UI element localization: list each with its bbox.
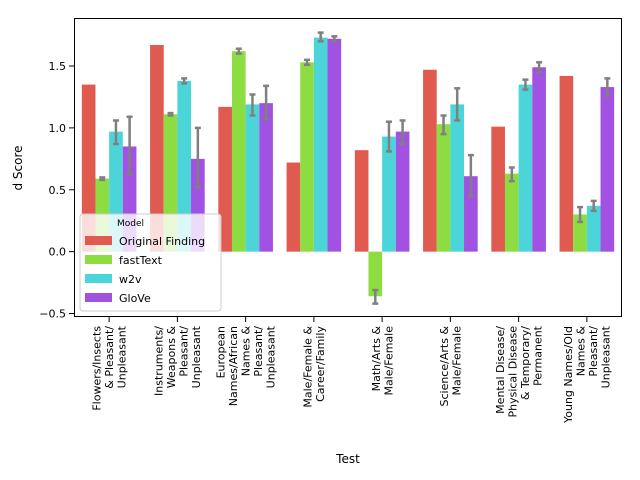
x-tick-label: Pleasant/	[252, 326, 265, 377]
y-axis: −0.5 0.0 0.5 1.0 1.5	[39, 60, 75, 321]
x-tick-label: Unpleasant	[600, 325, 613, 388]
x-tick-label: Names &	[575, 326, 588, 377]
bar	[450, 104, 465, 252]
x-tick-label: Unpleasant	[265, 325, 278, 388]
bar	[354, 150, 369, 252]
y-axis-label: d Score	[11, 145, 25, 190]
x-tick-label: Permanent	[531, 325, 544, 386]
x-tick-label: Male/Female	[451, 326, 464, 396]
y-tick-label: 1.0	[49, 122, 67, 135]
bar	[300, 62, 314, 252]
x-tick-label: Names &	[240, 326, 253, 377]
y-tick-label: 1.5	[49, 60, 67, 73]
bar	[81, 84, 96, 252]
legend-swatch	[85, 274, 112, 283]
legend-label: fastText	[119, 254, 163, 267]
bar	[436, 124, 451, 252]
x-tick-label: Male/Female &	[302, 326, 315, 408]
bar	[504, 173, 519, 252]
bar	[313, 37, 328, 252]
x-tick-label: Physical Disease	[506, 326, 519, 418]
bar	[559, 75, 574, 252]
x-tick-label: Young Names/Old	[562, 326, 575, 424]
bar	[286, 162, 301, 252]
y-tick-label: 0.5	[49, 184, 67, 197]
bar	[395, 131, 410, 252]
bar	[327, 38, 342, 252]
legend-label: Original Finding	[119, 235, 205, 248]
x-tick-label: Pleasant/	[178, 326, 191, 377]
legend: Model Original Finding fastText w2v GloVe	[79, 213, 222, 312]
y-tick-label: −0.5	[39, 308, 66, 321]
bar	[518, 84, 533, 252]
error-bars-layer	[99, 31, 611, 305]
bar	[231, 51, 246, 252]
x-tick-label: Unpleasant	[116, 325, 129, 388]
x-tick-label: Career/Family	[314, 326, 327, 402]
x-tick-label: & Pleasant/	[103, 326, 116, 389]
legend-title: Model	[117, 219, 144, 229]
x-tick-label: Weapons &	[165, 326, 178, 389]
bar	[382, 136, 396, 252]
bar	[245, 104, 260, 252]
legend-swatch	[85, 236, 112, 245]
x-tick-label: Male/Female	[382, 326, 395, 396]
x-tick-label: Mental Disease/	[494, 326, 507, 414]
x-tick-label: Flowers/Insects	[91, 326, 104, 411]
bars-layer	[81, 37, 615, 297]
bar	[464, 176, 478, 252]
x-tick-label: & Temporary/	[519, 326, 532, 400]
bar	[259, 103, 273, 252]
y-tick-label: 0.0	[49, 246, 67, 259]
legend-label: GloVe	[119, 292, 151, 305]
x-tick-label: Instruments/	[153, 326, 166, 396]
legend-box	[79, 213, 222, 312]
x-tick-label: Names/African	[227, 326, 240, 406]
x-tick-label: European	[215, 326, 228, 378]
x-axis-label: Test	[335, 452, 360, 466]
bar	[368, 251, 383, 297]
x-tick-label: Math/Arts &	[370, 326, 383, 392]
bar	[600, 87, 615, 252]
bar	[218, 106, 232, 252]
bar	[423, 69, 437, 252]
x-tick-label: Unpleasant	[190, 325, 203, 388]
bar	[573, 214, 587, 252]
x-tick-label: Science/Arts &	[438, 326, 451, 407]
bar	[150, 44, 164, 252]
bar	[532, 67, 546, 252]
bar	[491, 126, 505, 252]
bar	[586, 205, 601, 252]
bar	[177, 80, 192, 252]
plot-frame	[74, 18, 622, 317]
legend-swatch	[85, 293, 112, 302]
legend-label: w2v	[119, 273, 142, 286]
x-axis: Flowers/Insects & Pleasant/Unpleasant Inst…	[91, 316, 613, 424]
legend-swatch	[85, 255, 112, 264]
x-tick-label: Pleasant/	[587, 326, 600, 377]
